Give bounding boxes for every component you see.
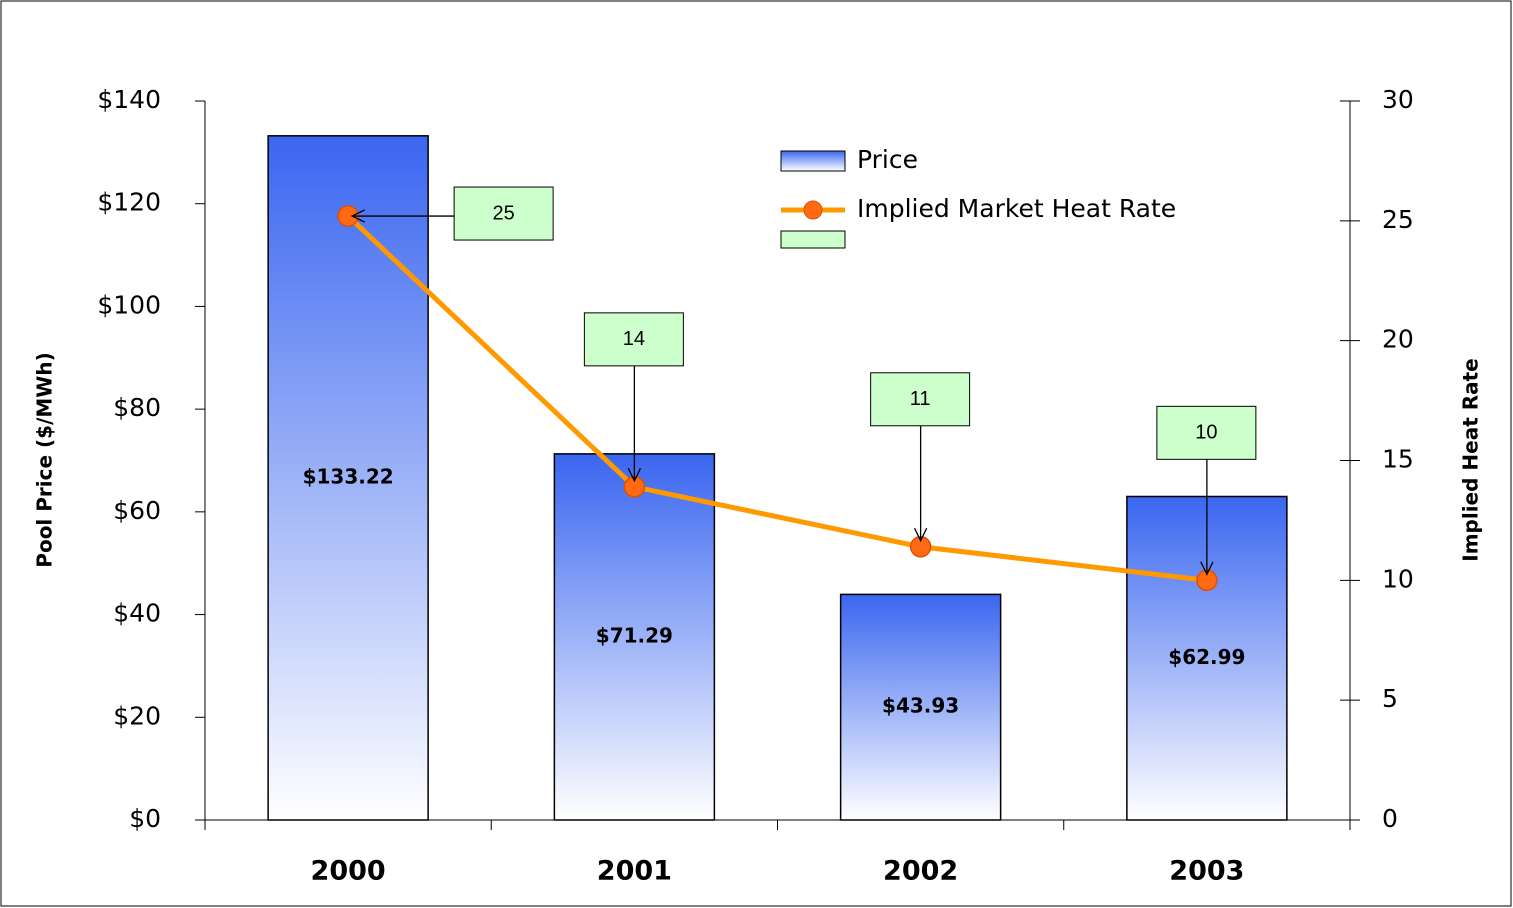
arrow-head (1200, 561, 1214, 576)
y-tick-label: $120 (97, 188, 161, 217)
y2-tick-label: 15 (1382, 445, 1414, 474)
x-tick-label: 2000 (311, 856, 386, 887)
y2-axis-title: Implied Heat Rate (1459, 358, 1483, 562)
bar-value-label: $62.99 (1168, 645, 1245, 669)
callout-box (583, 312, 684, 367)
callout-label: 10 (1195, 422, 1217, 444)
y2-tick-label: 5 (1382, 684, 1398, 713)
y2-tick-label: 30 (1382, 85, 1414, 114)
y2-tick-label: 10 (1382, 564, 1414, 593)
arrow-head (350, 209, 366, 223)
y-tick-label: $20 (113, 701, 161, 730)
legend-swatch (780, 230, 846, 249)
y-axis-title: Pool Price ($/MWh) (33, 352, 57, 567)
callout-label: 11 (910, 388, 931, 410)
y-tick-label: $0 (129, 804, 161, 833)
bar-value-label: $133.22 (303, 464, 394, 488)
bar (553, 453, 716, 821)
y2-tick-label: 25 (1382, 205, 1414, 234)
legend-label: Price (857, 145, 918, 174)
arrow-head (913, 527, 928, 543)
bar-value-label: $71.29 (596, 623, 673, 647)
y-tick-label: $40 (113, 599, 161, 628)
x-tick-label: 2001 (597, 856, 672, 887)
callout-box (453, 186, 554, 241)
y2-tick-label: 20 (1382, 325, 1414, 354)
y-tick-label: $80 (113, 393, 161, 422)
x-tick-label: 2002 (883, 856, 958, 887)
legend-swatch (780, 150, 846, 172)
bar (839, 593, 1002, 821)
y-tick-label: $60 (113, 496, 161, 525)
callout-label: 25 (493, 202, 515, 224)
callout-box (870, 372, 971, 427)
bar-value-label: $43.93 (882, 694, 959, 718)
bar (267, 135, 429, 821)
callout-label: 14 (623, 328, 645, 350)
y2-tick-label: 0 (1382, 804, 1398, 833)
legend-marker (803, 200, 823, 220)
line (346, 214, 1208, 583)
arrow-head (627, 467, 642, 483)
y-tick-label: $140 (97, 85, 161, 114)
x-tick-label: 2003 (1169, 856, 1244, 887)
legend-label: Implied Market Heat Rate (857, 194, 1176, 223)
y-tick-label: $100 (97, 290, 161, 319)
